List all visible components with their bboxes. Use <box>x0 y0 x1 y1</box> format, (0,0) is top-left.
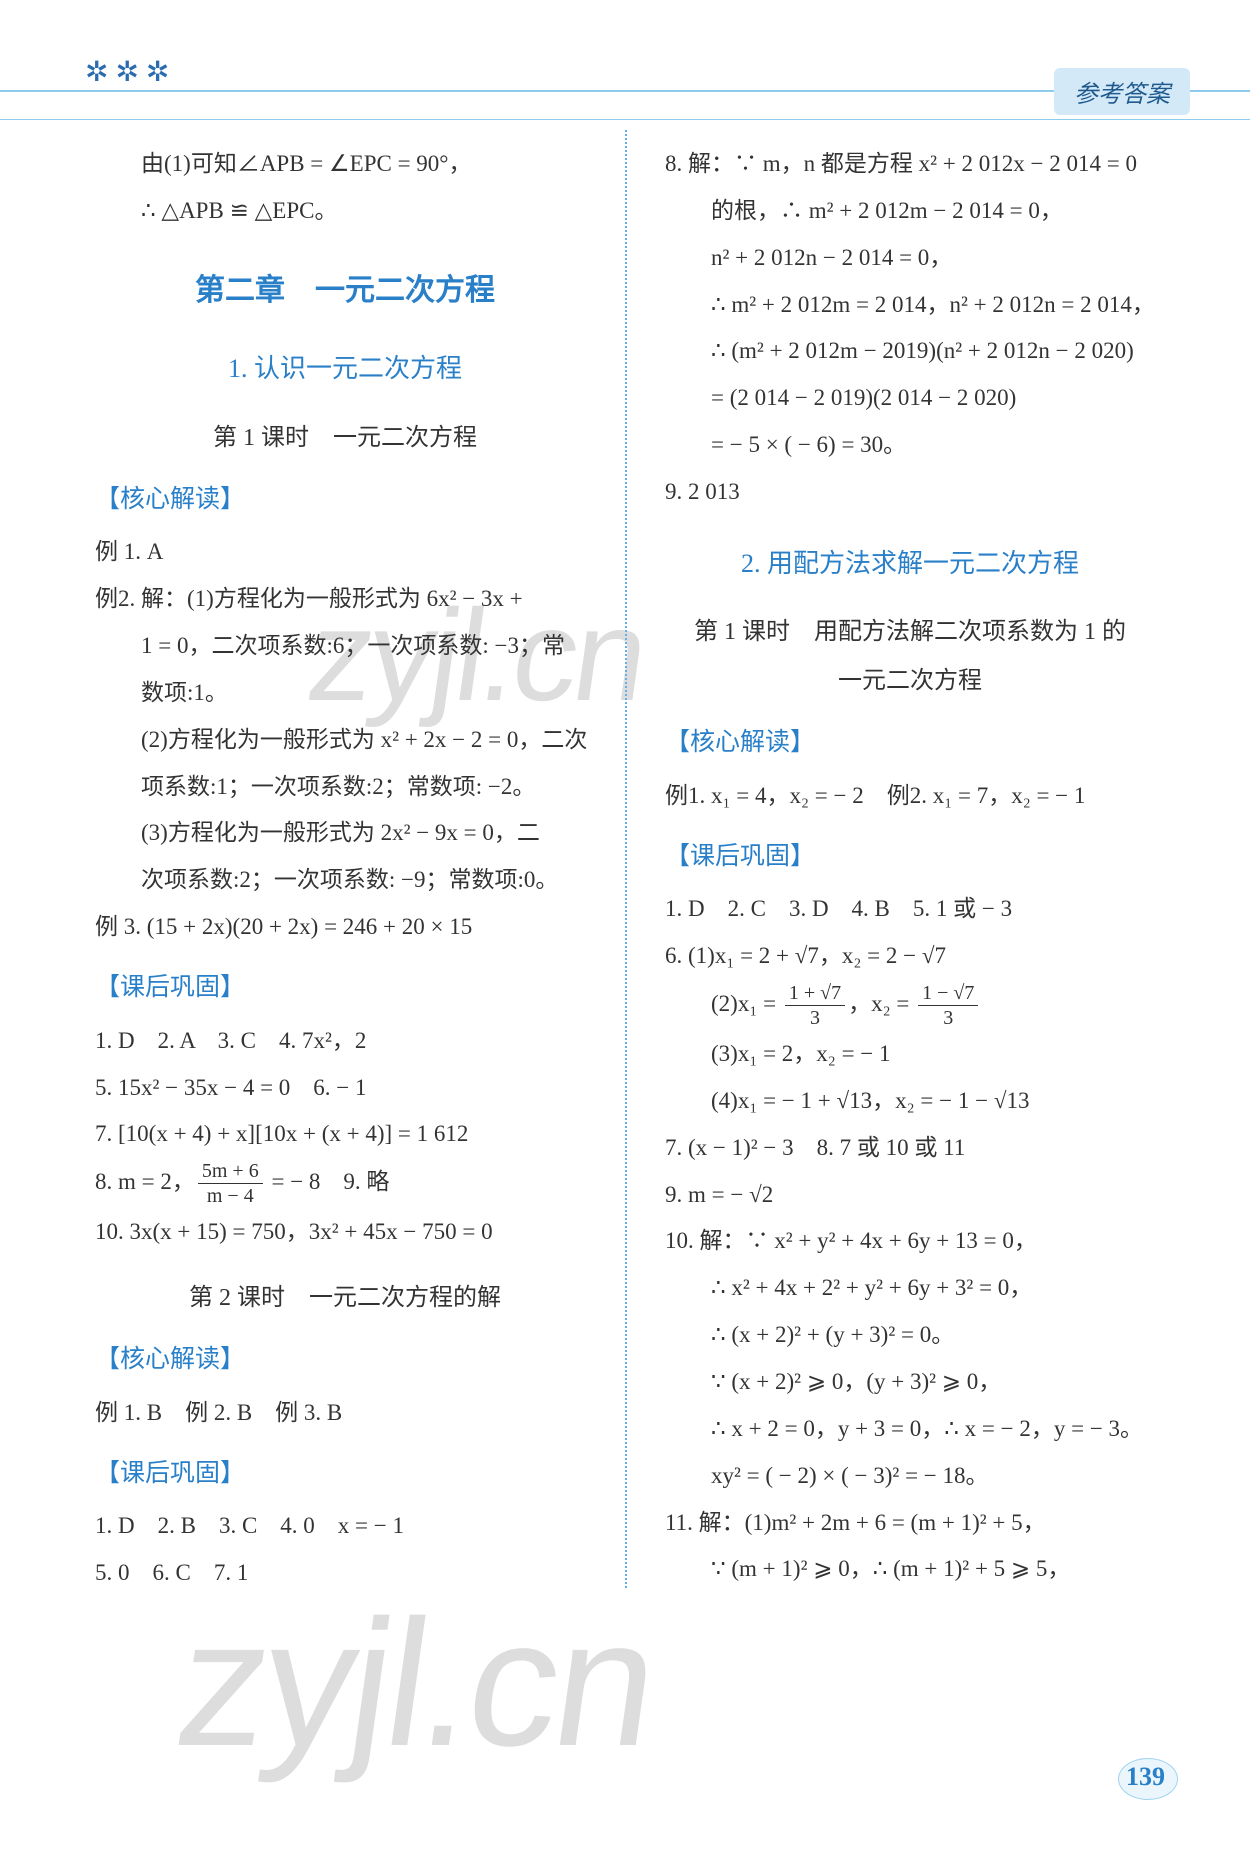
numerator: 5m + 6 <box>198 1159 263 1184</box>
q8-a: 8. m = 2， <box>95 1169 195 1194</box>
post-line: 1. D 2. A 3. C 4. 7x²，2 <box>95 1019 595 1064</box>
answer-key-tab: 参考答案 <box>1054 68 1190 115</box>
q6-2a: (2)x₁ = <box>711 991 782 1016</box>
heading-core: 【核心解读】 <box>665 719 1155 768</box>
q11-line: 11. 解：(1)m² + 2m + 6 = (m + 1)² + 5， <box>665 1501 1155 1546</box>
q6-1a: 6. (1)x₁ = 2 + <box>665 943 795 968</box>
post-q8: 8. m = 2，5m + 6m − 4 = − 8 9. 略 <box>95 1159 595 1208</box>
example-row: 例 1. B 例 2. B 例 3. B <box>95 1391 595 1436</box>
example-2-line: 例2. 解：(1)方程化为一般形式为 6x² − 3x + <box>95 577 595 622</box>
q6-3: (3)x₁ = 2，x₂ = − 1 <box>665 1032 1155 1077</box>
q8-line: ∴ m² + 2 012m = 2 014，n² + 2 012n = 2 01… <box>665 283 1155 328</box>
q10-line: ∴ x² + 4x + 2² + y² + 6y + 3² = 0， <box>665 1266 1155 1311</box>
text-line: 由(1)可知∠APB = ∠EPC = 90°， <box>95 142 595 187</box>
example-1: 例 1. A <box>95 530 595 575</box>
fraction: 5m + 6m − 4 <box>198 1159 263 1208</box>
page-header: ✲ ✲ ✲ 参考答案 <box>0 0 1250 120</box>
q6-2b: ，x₂ = <box>848 991 915 1016</box>
q8-line: = (2 014 − 2 019)(2 014 − 2 020) <box>665 376 1155 421</box>
q8-line: 8. 解：∵ m，n 都是方程 x² + 2 012x − 2 014 = 0 <box>665 142 1155 187</box>
fraction: 1 + √73 <box>785 981 845 1030</box>
q10-line: 10. 解：∵ x² + y² + 4x + 6y + 13 = 0， <box>665 1219 1155 1264</box>
sqrt7: √7 <box>795 943 819 968</box>
heading-post: 【课后巩固】 <box>95 964 595 1013</box>
fraction: 1 − √73 <box>918 981 978 1030</box>
denominator: m − 4 <box>198 1184 263 1208</box>
q9b: 9. m = − √2 <box>665 1173 1155 1218</box>
heading-core: 【核心解读】 <box>95 1336 595 1385</box>
q8-line: ∴ (m² + 2 012m − 2019)(n² + 2 012n − 2 0… <box>665 329 1155 374</box>
q10-line: ∴ (x + 2)² + (y + 3)² = 0。 <box>665 1313 1155 1358</box>
chapter-title: 第二章 一元二次方程 <box>95 262 595 321</box>
q8-line: n² + 2 012n − 2 014 = 0， <box>665 236 1155 281</box>
left-column: 由(1)可知∠APB = ∠EPC = 90°， ∴ △APB ≌ △EPC。 … <box>95 140 625 1598</box>
q6-4: (4)x₁ = − 1 + √13，x₂ = − 1 − √13 <box>665 1079 1155 1124</box>
heading-core: 【核心解读】 <box>95 476 595 525</box>
text-line: ∴ △APB ≌ △EPC。 <box>95 189 595 234</box>
heading-post: 【课后巩固】 <box>665 833 1155 882</box>
page-number: 139 <box>1126 1762 1165 1792</box>
q10-line: xy² = ( − 2) × ( − 3)² = − 18。 <box>665 1454 1155 1499</box>
sqrt13: √13 <box>837 1088 873 1113</box>
lesson-title: 第 1 课时 用配方法解二次项系数为 1 的 <box>665 609 1155 656</box>
post-row: 1. D 2. C 3. D 4. B 5. 1 或 − 3 <box>665 887 1155 932</box>
column-divider <box>625 130 627 1588</box>
example-2-line: 项系数:1；一次项系数:2；常数项: −2。 <box>95 765 595 810</box>
post-line: 7. [10(x + 4) + x][10x + (x + 4)] = 1 61… <box>95 1112 595 1157</box>
q7: 7. (x − 1)² − 3 8. 7 或 10 或 11 <box>665 1126 1155 1171</box>
example-2-line: (3)方程化为一般形式为 2x² − 9x = 0，二 <box>95 811 595 856</box>
q8-b: = − 8 9. 略 <box>266 1169 390 1194</box>
numerator: 1 + √7 <box>785 981 845 1006</box>
example-2-line: 次项系数:2；一次项系数: −9；常数项:0。 <box>95 858 595 903</box>
q6-4b: ，x₂ = − 1 − <box>872 1088 994 1113</box>
q6-1b: ，x₂ = 2 − <box>819 943 922 968</box>
post-line: 5. 0 6. C 7. 1 <box>95 1551 595 1596</box>
q10-line: ∴ x + 2 = 0，y + 3 = 0，∴ x = − 2，y = − 3。 <box>665 1407 1155 1452</box>
content-area: 由(1)可知∠APB = ∠EPC = 90°， ∴ △APB ≌ △EPC。 … <box>0 120 1250 1618</box>
numerator: 1 − √7 <box>918 981 978 1006</box>
right-column: 8. 解：∵ m，n 都是方程 x² + 2 012x − 2 014 = 0 … <box>625 140 1155 1598</box>
q9: 9. 2 013 <box>665 470 1155 515</box>
q6-1: 6. (1)x₁ = 2 + √7，x₂ = 2 − √7 <box>665 934 1155 979</box>
lesson-title: 一元二次方程 <box>665 658 1155 705</box>
section-title: 2. 用配方法求解一元二次方程 <box>665 539 1155 590</box>
example-3: 例 3. (15 + 2x)(20 + 2x) = 246 + 20 × 15 <box>95 905 595 950</box>
q10-line: ∵ (x + 2)² ⩾ 0，(y + 3)² ⩾ 0， <box>665 1360 1155 1405</box>
q8-line: = − 5 × ( − 6) = 30。 <box>665 423 1155 468</box>
denominator: 3 <box>918 1006 978 1030</box>
example-row: 例1. x₁ = 4，x₂ = − 2 例2. x₁ = 7，x₂ = − 1 <box>665 774 1155 819</box>
post-line: 1. D 2. B 3. C 4. 0 x = − 1 <box>95 1504 595 1549</box>
example-2-line: (2)方程化为一般形式为 x² + 2x − 2 = 0，二次 <box>95 718 595 763</box>
denominator: 3 <box>785 1006 845 1030</box>
example-2-line: 1 = 0，二次项系数:6；一次项系数: −3；常 <box>95 624 595 669</box>
post-q10: 10. 3x(x + 15) = 750，3x² + 45x − 750 = 0 <box>95 1210 595 1255</box>
lesson-title: 第 1 课时 一元二次方程 <box>95 415 595 462</box>
section-title: 1. 认识一元二次方程 <box>95 344 595 395</box>
heading-post: 【课后巩固】 <box>95 1450 595 1499</box>
post-line: 5. 15x² − 35x − 4 = 0 6. − 1 <box>95 1066 595 1111</box>
q11-line: ∵ (m + 1)² ⩾ 0，∴ (m + 1)² + 5 ⩾ 5， <box>665 1547 1155 1592</box>
q6-4a: (4)x₁ = − 1 + <box>711 1088 837 1113</box>
example-2-line: 数项:1。 <box>95 671 595 716</box>
q6-2: (2)x₁ = 1 + √73，x₂ = 1 − √73 <box>665 981 1155 1030</box>
lesson-title: 第 2 课时 一元二次方程的解 <box>95 1275 595 1322</box>
windmill-icon: ✲ ✲ ✲ <box>85 55 169 89</box>
sqrt13: √13 <box>994 1088 1030 1113</box>
q8-line: 的根，∴ m² + 2 012m − 2 014 = 0， <box>665 189 1155 234</box>
sqrt7: √7 <box>922 943 946 968</box>
